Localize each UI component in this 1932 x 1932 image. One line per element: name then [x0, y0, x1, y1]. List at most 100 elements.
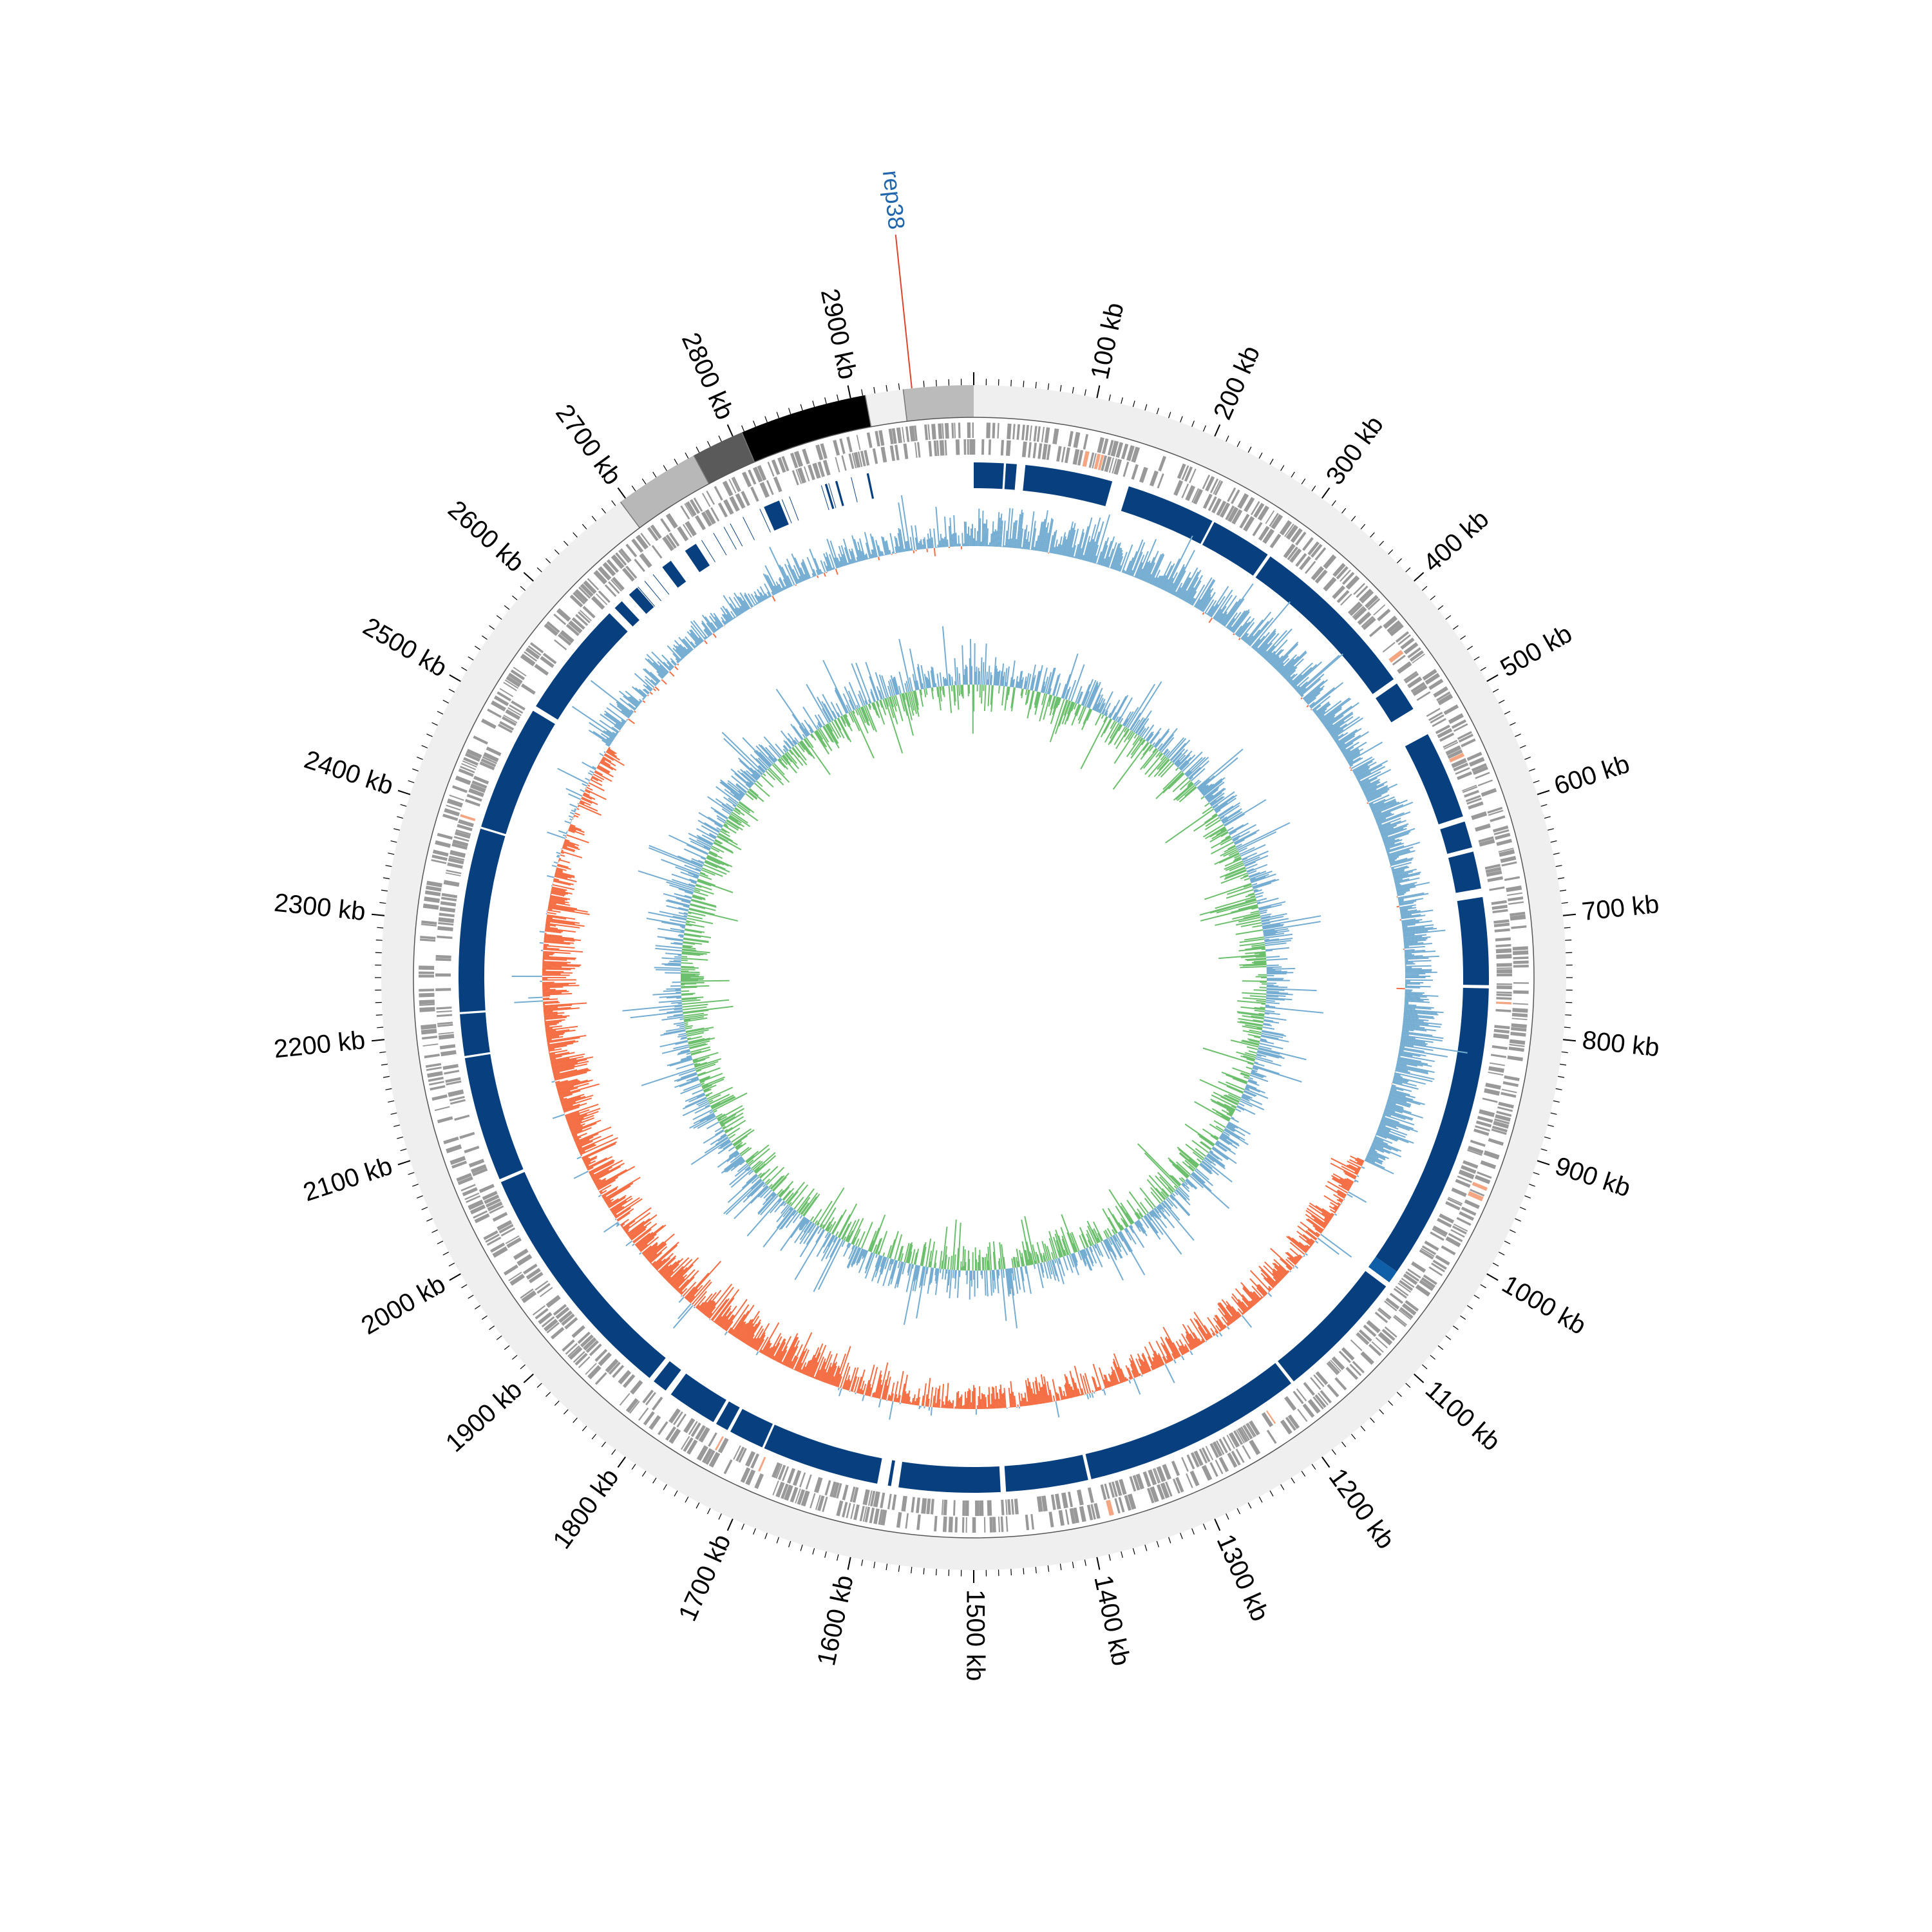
gc-skew-bar [1069, 1370, 1077, 1397]
segment-boundary [693, 455, 710, 484]
gc-content-bar [786, 1181, 805, 1204]
gc-content-bar [1232, 1077, 1247, 1084]
gc-skew-bar [1396, 886, 1416, 892]
gc-skew-bar [638, 1236, 655, 1251]
gc-skew-bar [514, 1000, 544, 1003]
gc-content-bar [1034, 1260, 1037, 1264]
gc-content-bar [717, 1151, 739, 1168]
gc-skew-bar [1363, 781, 1388, 793]
gc-skew-bar [1344, 1178, 1354, 1184]
gc-content-bar [1220, 831, 1229, 837]
gene-reverse [911, 1497, 915, 1513]
gc-content-bar [1263, 930, 1290, 936]
gc-skew-bar [616, 1224, 620, 1227]
gc-skew-bar [1285, 1258, 1295, 1267]
gc-content-bar [1129, 1225, 1145, 1248]
gc-skew-bar [556, 865, 571, 870]
gene-forward [972, 1517, 976, 1533]
gc-content-bar [1175, 767, 1179, 772]
gc-content-bar [734, 1153, 740, 1158]
gc-content-bar [1172, 777, 1189, 793]
gc-content-bar [1251, 883, 1258, 886]
gc-content-bar [1204, 802, 1210, 808]
gc-content-bar [762, 1183, 767, 1188]
gene-forward [1271, 514, 1283, 530]
gc-skew-bar [1279, 1258, 1293, 1270]
gc-content-bar [659, 911, 687, 918]
gc-skew-bar [1177, 577, 1190, 598]
gene-reverse [741, 491, 750, 506]
gc-skew-bar [1405, 957, 1429, 960]
gc-skew-bar [1157, 1352, 1165, 1365]
gene-forward [942, 1516, 947, 1532]
gc-skew-bar [1401, 914, 1421, 918]
gc-content-bar [1011, 679, 1014, 688]
gene-forward [1389, 623, 1404, 637]
gc-skew-bar [725, 608, 734, 620]
gc-content-bar [857, 1231, 866, 1247]
gc-skew-bar [921, 1395, 924, 1406]
gc-content-bar [1073, 1253, 1078, 1263]
gene-reverse [468, 788, 484, 797]
gc-skew-bar [1332, 1173, 1353, 1185]
gc-skew-bar [1401, 1036, 1416, 1039]
gene-reverse [1389, 1293, 1404, 1304]
gc-skew-bar [734, 1321, 746, 1338]
gene-forward [817, 1495, 825, 1511]
gc-skew-bar [1054, 539, 1058, 554]
gc-content-bar [1087, 1239, 1092, 1247]
gene-forward [426, 1066, 442, 1072]
gc-content-bar [755, 1155, 777, 1174]
gc-content-bar [709, 1110, 714, 1114]
gc-skew-bar [545, 1027, 553, 1030]
gc-skew-bar [1401, 1038, 1426, 1043]
gc-skew-bar [1323, 1195, 1341, 1206]
gc-content-bar [983, 1257, 985, 1271]
gc-content-bar [1244, 1090, 1257, 1097]
gene-reverse [808, 464, 815, 480]
gc-skew-bar [1396, 1063, 1407, 1066]
gc-content-bar [851, 1247, 861, 1267]
gc-skew-bar [1405, 954, 1415, 956]
gc-skew-bar [773, 1338, 786, 1360]
gc-content-bar [1180, 1183, 1190, 1193]
gc-content-bar [663, 1029, 686, 1035]
gc-skew-bar [1324, 1217, 1331, 1222]
gene-reverse [1245, 1423, 1255, 1438]
gc-content-bar [1005, 682, 1007, 687]
gc-skew-bar [548, 1045, 567, 1050]
gc-content-bar [1244, 1076, 1249, 1079]
gene-forward [1323, 554, 1337, 569]
gc-skew-bar [1144, 1346, 1156, 1370]
gc-content-bar [817, 1227, 822, 1235]
gene-forward [464, 752, 480, 762]
gc-content-bar [1142, 742, 1150, 751]
gc-skew-bar [1343, 750, 1351, 755]
gc-content-bar [1251, 873, 1276, 884]
gc-content-bar [731, 1128, 752, 1143]
gc-content-bar [1112, 1235, 1117, 1242]
gc-content-bar [1256, 1053, 1267, 1057]
gc-content-bar [721, 803, 733, 812]
gc-skew-bar [578, 1144, 597, 1153]
gc-skew-bar [760, 592, 766, 601]
gc-skew-bar [574, 812, 580, 816]
gc-skew-bar [1398, 1054, 1435, 1063]
gc-content-bar [1265, 1004, 1270, 1007]
gc-skew-bar [1282, 665, 1295, 677]
gc-skew-bar [556, 1079, 579, 1087]
gc-content-bar [714, 822, 723, 829]
gc-skew-bar [1205, 1341, 1208, 1343]
gc-content-bar [693, 875, 699, 878]
gc-content-bar [1154, 728, 1170, 748]
gc-skew-bar [1241, 1301, 1249, 1311]
gc-skew-bar [582, 1142, 616, 1160]
gc-content-bar [1251, 943, 1265, 947]
gc-skew-bar [573, 1136, 582, 1141]
gc-skew-bar [650, 1262, 652, 1265]
gc-skew-bar [1390, 1089, 1410, 1096]
gc-skew-bar [1403, 1019, 1442, 1025]
gc-content-bar [1081, 684, 1091, 706]
gc-skew-bar [889, 550, 891, 554]
gc-skew-bar [690, 625, 705, 642]
